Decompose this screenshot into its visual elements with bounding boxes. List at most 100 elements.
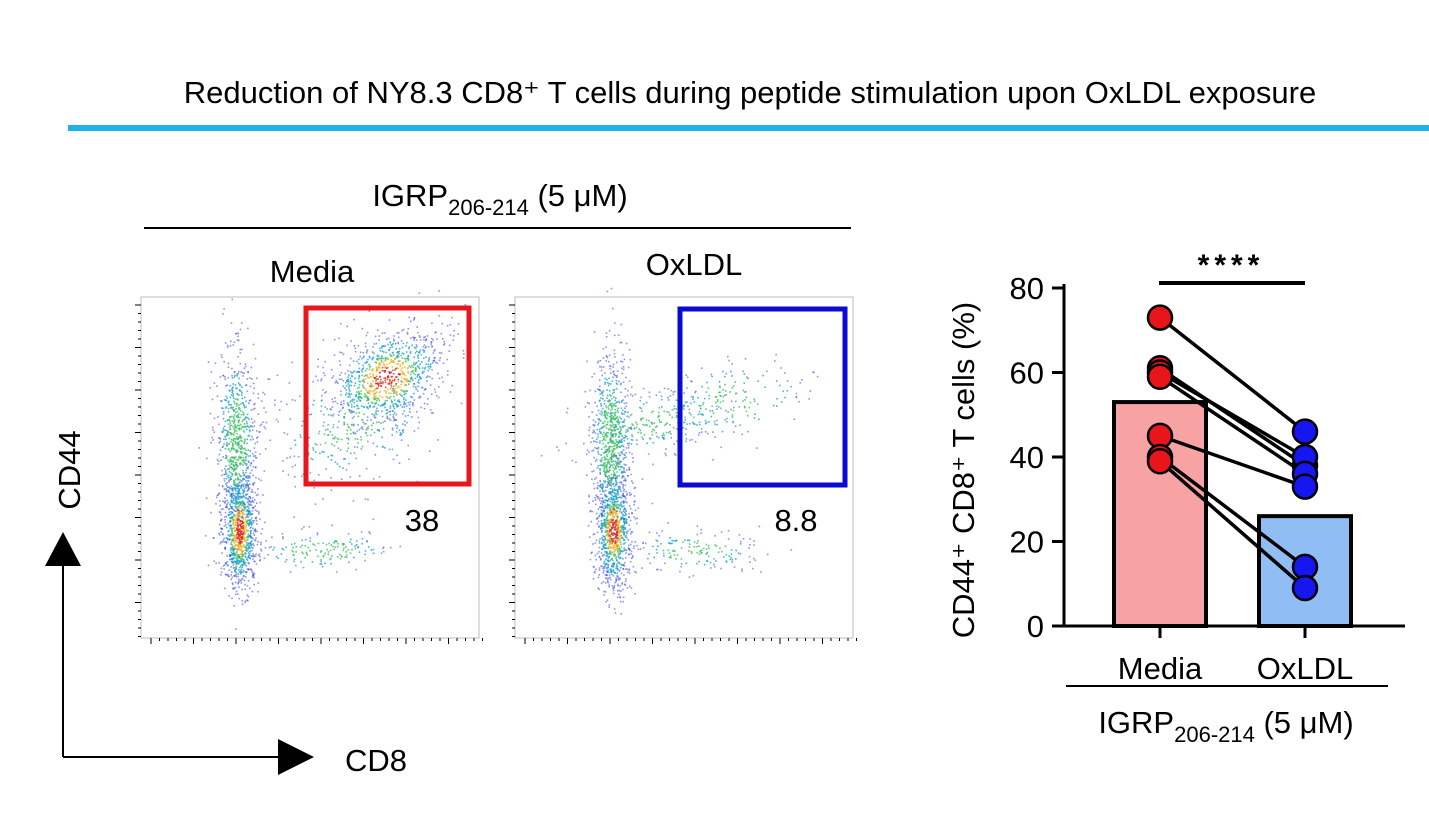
- flow-event-dot: [226, 442, 228, 444]
- flow-event-dot: [235, 333, 237, 335]
- flow-event-dot: [622, 526, 624, 529]
- flow-event-dot: [599, 469, 601, 472]
- flow-event-dot: [384, 379, 387, 381]
- flow-event-dot: [683, 421, 686, 424]
- flow-event-dot: [241, 603, 244, 605]
- flow-event-dot: [628, 585, 631, 588]
- flow-event-dot: [349, 410, 351, 413]
- flow-event-dot: [247, 487, 250, 490]
- flow-event-dot: [228, 443, 230, 445]
- flow-event-dot: [245, 520, 247, 523]
- flow-event-dot: [366, 350, 368, 353]
- flow-event-dot: [384, 332, 386, 334]
- flow-event-dot: [358, 371, 360, 373]
- flow-event-dot: [614, 460, 617, 462]
- flow-event-dot: [218, 437, 220, 439]
- flow-event-dot: [604, 470, 606, 473]
- flow-event-dot: [234, 473, 237, 475]
- flow-event-dot: [240, 546, 243, 549]
- flow-event-dot: [249, 450, 252, 452]
- flow-event-dot: [242, 496, 244, 498]
- flow-event-dot: [619, 383, 622, 386]
- flow-event-dot: [623, 463, 626, 466]
- flow-event-dot: [218, 532, 220, 535]
- flow-event-dot: [243, 495, 246, 498]
- flow-event-dot: [235, 575, 238, 578]
- flow-event-dot: [696, 525, 699, 527]
- flow-event-dot: [403, 420, 406, 422]
- flow-event-dot: [620, 572, 623, 575]
- flow-event-dot: [237, 488, 240, 490]
- flow-event-dot: [258, 431, 261, 433]
- flow-event-dot: [239, 528, 241, 531]
- flow-event-dot: [602, 515, 604, 517]
- flow-event-dot: [599, 559, 602, 561]
- flow-event-dot: [241, 459, 244, 462]
- flow-event-dot: [603, 570, 605, 572]
- flow-event-dot: [333, 354, 336, 356]
- flow-event-dot: [598, 574, 600, 576]
- flow-event-dot: [649, 562, 651, 565]
- flow-event-dot: [619, 529, 621, 531]
- flow-event-dot: [618, 380, 620, 383]
- flow-event-dot: [597, 508, 600, 510]
- flow-event-dot: [439, 357, 441, 359]
- flow-event-dot: [727, 538, 730, 540]
- flow-event-dot: [225, 454, 227, 457]
- flow-event-dot: [239, 501, 242, 504]
- flow-event-dot: [401, 429, 404, 432]
- flow-event-dot: [356, 360, 358, 363]
- flow-event-dot: [323, 554, 325, 557]
- flow-event-dot: [675, 539, 677, 542]
- flow-event-dot: [221, 407, 223, 409]
- flow-event-dot: [701, 549, 703, 551]
- flow-event-dot: [611, 506, 613, 509]
- flow-event-dot: [353, 345, 356, 347]
- flow-event-dot: [320, 405, 323, 408]
- flow-event-dot: [421, 372, 424, 374]
- flow-event-dot: [244, 452, 246, 455]
- flow-event-dot: [606, 577, 608, 580]
- flow-event-dot: [244, 570, 247, 573]
- flow-event-dot: [372, 380, 374, 382]
- flow-event-dot: [389, 372, 392, 375]
- flow-event-dot: [247, 511, 250, 514]
- flow-event-dot: [602, 357, 605, 359]
- flow-event-dot: [598, 379, 601, 382]
- flow-event-dot: [354, 545, 356, 547]
- flow-event-dot: [260, 400, 263, 402]
- flow-event-dot: [629, 494, 631, 496]
- flow-event-dot: [345, 546, 347, 548]
- flow-event-dot: [222, 533, 224, 536]
- flow-event-dot: [325, 543, 328, 546]
- flow-event-dot: [713, 563, 715, 566]
- flow-event-dot: [225, 429, 228, 432]
- flow-event-dot: [233, 518, 236, 521]
- flow-event-dot: [227, 575, 230, 578]
- flow-event-dot: [613, 499, 615, 501]
- flow-event-dot: [227, 430, 229, 433]
- flow-event-dot: [396, 356, 398, 359]
- flow-event-dot: [331, 524, 333, 527]
- flow-event-dot: [228, 403, 230, 406]
- flow-event-dot: [237, 514, 240, 516]
- flow-event-dot: [235, 461, 238, 464]
- flow-event-dot: [615, 397, 617, 399]
- flow-event-dot: [350, 340, 352, 342]
- flow-event-dot: [229, 527, 232, 530]
- flow-event-dot: [359, 396, 362, 399]
- flow-event-dot: [233, 417, 235, 420]
- flow-event-dot: [601, 407, 604, 410]
- flow-event-dot: [795, 392, 798, 395]
- flow-event-dot: [281, 547, 283, 550]
- flow-event-dot: [352, 360, 355, 362]
- flow-event-dot: [397, 385, 400, 387]
- flow-event-dot: [242, 522, 244, 525]
- flow-event-dot: [385, 359, 387, 362]
- flow-event-dot: [385, 409, 388, 411]
- flow-event-dot: [615, 501, 618, 503]
- flow-event-dot: [223, 398, 226, 401]
- flow-event-dot: [226, 344, 229, 347]
- flow-event-dot: [680, 558, 683, 560]
- flow-event-dot: [219, 440, 221, 443]
